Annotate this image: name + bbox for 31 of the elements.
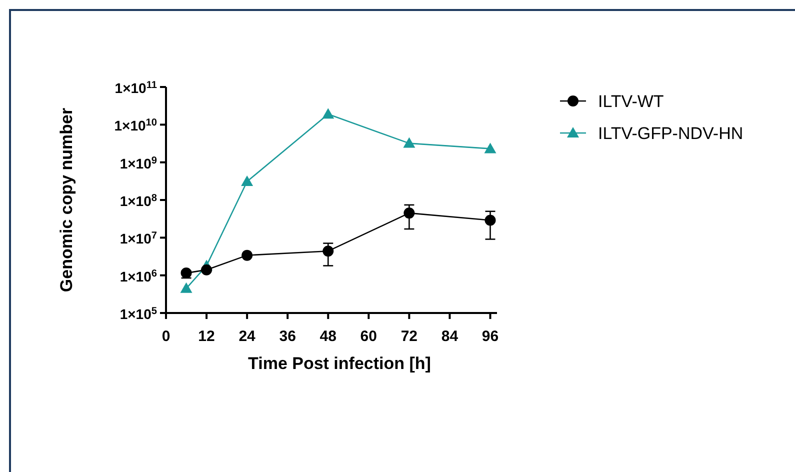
x-tick-label: 72 [400,328,418,345]
x-tick-label: 24 [238,328,256,345]
point [180,282,192,293]
y-tick-label: 1×10$^{11}$ [114,80,158,96]
y-axis-title: Genomic copy number [57,108,76,292]
y-tick-label: 1×10$^{10}$ [114,117,158,134]
x-tick-label: 36 [279,328,296,345]
point [322,108,334,119]
legend-label: ILTV-GFP-NDV-HN [598,124,744,143]
point [404,208,415,219]
x-tick-label: 96 [482,328,499,345]
x-tick-label: 12 [198,328,215,345]
legend-label: ILTV-WT [598,92,664,111]
point [201,264,212,276]
y-tick-label: 1×10$^{5}$ [120,306,158,322]
x-tick-label: 60 [360,328,377,345]
point [484,142,496,154]
x-axis-title: Time Post infection [h] [248,354,431,373]
point [242,250,253,261]
y-tick-label: 1×10$^{9}$ [120,154,158,172]
y-tick-label: 1×10$^{7}$ [120,230,158,247]
point [241,175,254,186]
x-tick-label: 84 [441,328,459,345]
point [403,137,416,148]
x-tick-label: 48 [320,328,336,345]
y-tick-label: 1×10$^{8}$ [120,192,158,209]
y-tick-label: 1×10$^{6}$ [120,268,158,284]
x-tick-label: 0 [162,328,170,345]
point [322,246,334,257]
point [484,214,496,226]
point [180,268,192,279]
